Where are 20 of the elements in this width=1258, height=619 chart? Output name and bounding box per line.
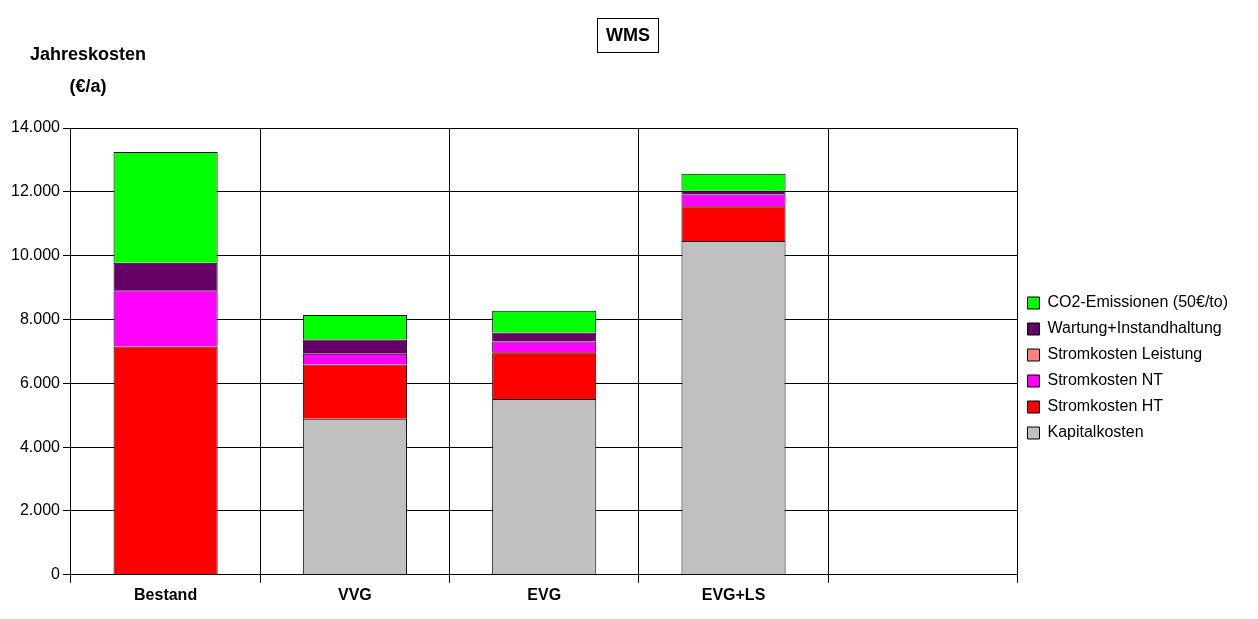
legend-label: Stromkosten HT: [1047, 397, 1164, 415]
y-tick-label: 8.000: [19, 309, 61, 327]
y-axis-title: Jahreskosten (€/a): [28, 43, 148, 98]
x-tick-label: VVG: [338, 585, 372, 603]
y-tick-label: 4.000: [19, 437, 61, 455]
y-tick-label: 6.000: [19, 373, 61, 391]
legend-label: CO2-Emissionen (50€/to): [1047, 293, 1228, 311]
x-tick-label: Bestand: [134, 585, 198, 603]
y-tick-label: 0: [51, 565, 61, 583]
legend-label: Wartung+Instandhaltung: [1047, 319, 1222, 337]
legend-label: Kapitalkosten: [1047, 423, 1144, 441]
y-tick-label: 10.000: [11, 246, 61, 264]
y-tick-label: 12.000: [11, 182, 61, 200]
y-tick-label: 14.000: [11, 118, 61, 136]
x-tick-label: EVG+LS: [701, 585, 766, 603]
legend-label: Stromkosten NT: [1047, 371, 1164, 389]
x-tick-label: EVG: [527, 585, 562, 603]
legend-label: Stromkosten Leistung: [1047, 345, 1203, 363]
chart-title: WMS: [597, 18, 659, 53]
y-tick-label: 2.000: [19, 501, 61, 519]
